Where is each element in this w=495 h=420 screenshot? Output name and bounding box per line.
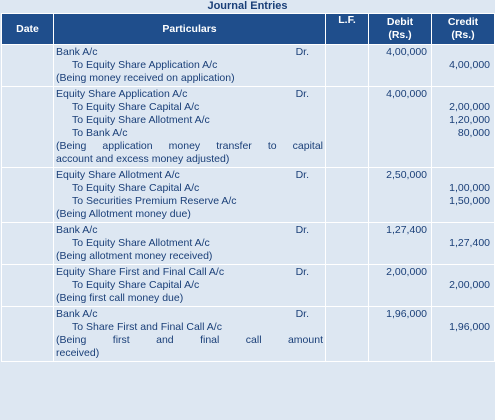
particulars-cell: Dr. Equity Share Allotment A/c To Equity S…: [53, 167, 326, 223]
date-cell: [1, 86, 54, 168]
credit-account: To Equity Share Capital A/c: [72, 101, 200, 113]
credit-account: To Equity Share Capital A/c: [72, 279, 200, 291]
header-particulars: Particulars: [53, 13, 326, 45]
dr-label: Dr.: [295, 88, 309, 100]
particulars-cell: Dr. Bank A/c To Equity Share Application A…: [53, 44, 326, 87]
debit-account: Equity Share Application A/c: [56, 88, 188, 100]
lf-cell: [325, 264, 369, 307]
credit-account: To Equity Share Allotment A/c: [72, 237, 210, 249]
date-cell: [1, 222, 54, 265]
dr-label: Dr.: [295, 169, 309, 181]
dr-label: Dr.: [295, 266, 309, 278]
narration-text: account and excess money adjusted): [56, 153, 230, 165]
debit-account: Equity Share Allotment A/c: [56, 169, 180, 181]
debit-account: Bank A/c: [56, 308, 98, 320]
credit-amount: 4,00,000: [431, 44, 495, 87]
header-credit: Credit (Rs.): [431, 13, 495, 45]
journal-entry-row: Dr. Bank A/c To Equity Share Application A…: [1, 44, 495, 87]
journal-entry-row: Dr. Equity Share Allotment A/c To Equity S…: [1, 167, 495, 223]
credit-amount: 2,00,000 1,20,000 80,000: [431, 86, 495, 168]
debit-account: Equity Share First and Final Call A/c: [56, 266, 225, 278]
credit-account: To Equity Share Capital A/c: [72, 182, 200, 194]
narration-text: (Being first call money due): [56, 292, 184, 304]
lf-cell: [325, 167, 369, 223]
credit-amount: 1,96,000: [431, 306, 495, 362]
debit-account: Bank A/c: [56, 224, 98, 236]
date-cell: [1, 306, 54, 362]
header-date: Date: [1, 13, 54, 45]
debit-amount: 1,96,000: [368, 306, 432, 362]
journal-table: Date Particulars L.F. Debit (Rs.) Credit(…: [1, 13, 495, 362]
header-lf: L.F.: [325, 13, 369, 45]
credit-amount: 1,00,000 1,50,000: [431, 167, 495, 223]
journal-entry-row: Dr. Equity Share Application A/c To Equity…: [1, 86, 495, 168]
journal-entry-row: Dr. Bank A/c To Share First and Final Call…: [1, 306, 495, 362]
narration-text: (Being allotment money received): [56, 250, 213, 262]
debit-amount: 2,00,000: [368, 264, 432, 307]
date-cell: [1, 264, 54, 307]
particulars-cell: Dr. Equity Share First and Final Call A/c…: [53, 264, 326, 307]
header-debit: Debit (Rs.): [368, 13, 432, 45]
credit-amount: 2,00,000: [431, 264, 495, 307]
journal-entry-row: Dr. Bank A/c To Equity Share Allotment A/c…: [1, 222, 495, 265]
debit-amount: 4,00,000: [368, 86, 432, 168]
dr-label: Dr.: [295, 46, 309, 58]
page-title: Journal Entries: [0, 0, 495, 13]
narration-text: (Being Allotment money due): [56, 208, 191, 220]
narration-text: (Being first and final call amount: [56, 334, 323, 346]
credit-account: To Securities Premium Reserve A/c: [72, 195, 237, 207]
debit-amount: 4,00,000: [368, 44, 432, 87]
narration-text: (Being money received on application): [56, 72, 235, 84]
debit-amount: 1,27,400: [368, 222, 432, 265]
particulars-cell: Dr. Bank A/c To Equity Share Allotment A/c…: [53, 222, 326, 265]
journal-entry-row: Dr. Equity Share First and Final Call A/c…: [1, 264, 495, 307]
particulars-cell: Dr. Bank A/c To Share First and Final Call…: [53, 306, 326, 362]
credit-account: To Bank A/c: [72, 127, 128, 139]
credit-amount: 1,27,400: [431, 222, 495, 265]
lf-cell: [325, 306, 369, 362]
narration-text: received): [56, 347, 100, 359]
credit-account: To Equity Share Application A/c: [72, 59, 218, 71]
header-row: Date Particulars L.F. Debit (Rs.) Credit(…: [1, 13, 495, 45]
dr-label: Dr.: [295, 308, 309, 320]
date-cell: [1, 167, 54, 223]
date-cell: [1, 44, 54, 87]
debit-amount: 2,50,000: [368, 167, 432, 223]
credit-account: To Equity Share Allotment A/c: [72, 114, 210, 126]
lf-cell: [325, 44, 369, 87]
debit-account: Bank A/c: [56, 46, 98, 58]
lf-cell: [325, 222, 369, 265]
credit-account: To Share First and Final Call A/c: [72, 321, 222, 333]
particulars-cell: Dr. Equity Share Application A/c To Equity…: [53, 86, 326, 168]
lf-cell: [325, 86, 369, 168]
dr-label: Dr.: [295, 224, 309, 236]
narration-text: (Being application money transfer to cap…: [56, 140, 323, 152]
